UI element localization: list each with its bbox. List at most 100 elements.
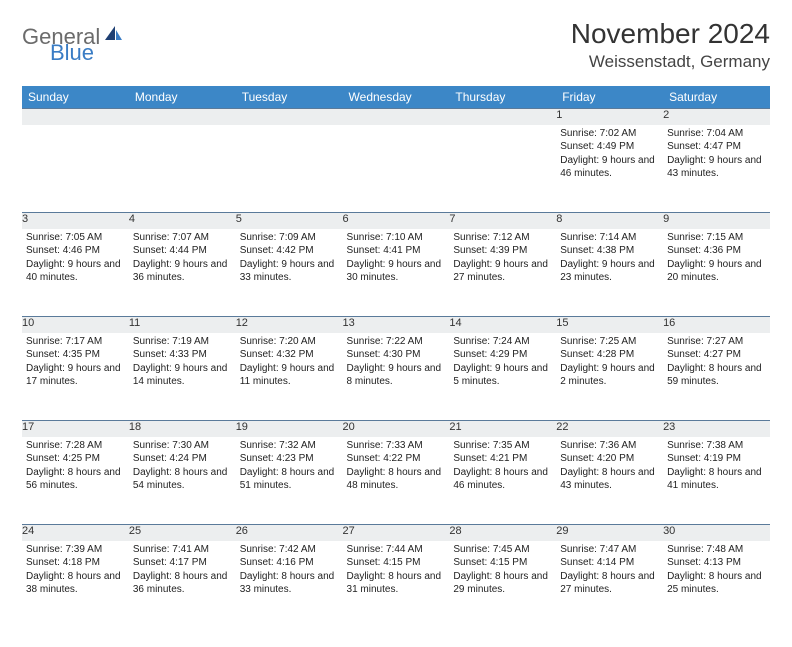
sunrise-text: Sunrise: 7:02 AM [560, 127, 659, 141]
daylight-text: Daylight: 9 hours and 5 minutes. [453, 362, 552, 389]
daylight-text: Daylight: 9 hours and 14 minutes. [133, 362, 232, 389]
weekday-header: Friday [556, 86, 663, 109]
sunrise-text: Sunrise: 7:15 AM [667, 231, 766, 245]
day-content-row: Sunrise: 7:05 AMSunset: 4:46 PMDaylight:… [22, 229, 770, 317]
sunrise-text: Sunrise: 7:04 AM [667, 127, 766, 141]
daylight-text: Daylight: 9 hours and 27 minutes. [453, 258, 552, 285]
sunset-text: Sunset: 4:47 PM [667, 140, 766, 154]
sunrise-text: Sunrise: 7:36 AM [560, 439, 659, 453]
daylight-text: Daylight: 8 hours and 48 minutes. [347, 466, 446, 493]
day-cell: Sunrise: 7:41 AMSunset: 4:17 PMDaylight:… [129, 541, 236, 629]
day-number-cell: 27 [343, 525, 450, 541]
day-cell: Sunrise: 7:09 AMSunset: 4:42 PMDaylight:… [236, 229, 343, 317]
sunrise-text: Sunrise: 7:12 AM [453, 231, 552, 245]
brand-text-2: Blue [50, 40, 94, 66]
sunset-text: Sunset: 4:32 PM [240, 348, 339, 362]
sunrise-text: Sunrise: 7:24 AM [453, 335, 552, 349]
day-cell: Sunrise: 7:33 AMSunset: 4:22 PMDaylight:… [343, 437, 450, 525]
sunset-text: Sunset: 4:39 PM [453, 244, 552, 258]
sunset-text: Sunset: 4:30 PM [347, 348, 446, 362]
sunset-text: Sunset: 4:49 PM [560, 140, 659, 154]
sunset-text: Sunset: 4:18 PM [26, 556, 125, 570]
daylight-text: Daylight: 9 hours and 17 minutes. [26, 362, 125, 389]
day-cell: Sunrise: 7:38 AMSunset: 4:19 PMDaylight:… [663, 437, 770, 525]
day-number-cell: 14 [449, 317, 556, 333]
weekday-header: Sunday [22, 86, 129, 109]
sunset-text: Sunset: 4:33 PM [133, 348, 232, 362]
day-number-cell: 29 [556, 525, 663, 541]
sunrise-text: Sunrise: 7:09 AM [240, 231, 339, 245]
calendar-header-row: SundayMondayTuesdayWednesdayThursdayFrid… [22, 86, 770, 109]
daylight-text: Daylight: 8 hours and 43 minutes. [560, 466, 659, 493]
location-subtitle: Weissenstadt, Germany [571, 52, 770, 72]
day-number-row: 10111213141516 [22, 317, 770, 333]
day-number-cell: 19 [236, 421, 343, 437]
daylight-text: Daylight: 8 hours and 38 minutes. [26, 570, 125, 597]
day-cell: Sunrise: 7:17 AMSunset: 4:35 PMDaylight:… [22, 333, 129, 421]
calendar-page: General November 2024 Weissenstadt, Germ… [0, 0, 792, 647]
day-cell: Sunrise: 7:10 AMSunset: 4:41 PMDaylight:… [343, 229, 450, 317]
day-cell: Sunrise: 7:22 AMSunset: 4:30 PMDaylight:… [343, 333, 450, 421]
day-cell: Sunrise: 7:39 AMSunset: 4:18 PMDaylight:… [22, 541, 129, 629]
daylight-text: Daylight: 9 hours and 20 minutes. [667, 258, 766, 285]
day-number-cell: 5 [236, 213, 343, 229]
daylight-text: Daylight: 9 hours and 30 minutes. [347, 258, 446, 285]
day-number-cell: 25 [129, 525, 236, 541]
daylight-text: Daylight: 8 hours and 51 minutes. [240, 466, 339, 493]
sunrise-text: Sunrise: 7:30 AM [133, 439, 232, 453]
day-number-cell: 3 [22, 213, 129, 229]
title-block: November 2024 Weissenstadt, Germany [571, 18, 770, 72]
day-number-cell: 17 [22, 421, 129, 437]
day-number-cell: 10 [22, 317, 129, 333]
day-number-cell: 21 [449, 421, 556, 437]
day-number-cell: 9 [663, 213, 770, 229]
sunrise-text: Sunrise: 7:35 AM [453, 439, 552, 453]
day-cell: Sunrise: 7:32 AMSunset: 4:23 PMDaylight:… [236, 437, 343, 525]
sunset-text: Sunset: 4:16 PM [240, 556, 339, 570]
day-number-cell [129, 109, 236, 125]
day-cell [236, 125, 343, 213]
day-number-cell [449, 109, 556, 125]
sunset-text: Sunset: 4:36 PM [667, 244, 766, 258]
day-cell: Sunrise: 7:47 AMSunset: 4:14 PMDaylight:… [556, 541, 663, 629]
daylight-text: Daylight: 9 hours and 46 minutes. [560, 154, 659, 181]
day-cell: Sunrise: 7:44 AMSunset: 4:15 PMDaylight:… [343, 541, 450, 629]
sunrise-text: Sunrise: 7:27 AM [667, 335, 766, 349]
daylight-text: Daylight: 8 hours and 36 minutes. [133, 570, 232, 597]
day-cell: Sunrise: 7:14 AMSunset: 4:38 PMDaylight:… [556, 229, 663, 317]
day-cell: Sunrise: 7:42 AMSunset: 4:16 PMDaylight:… [236, 541, 343, 629]
day-cell: Sunrise: 7:15 AMSunset: 4:36 PMDaylight:… [663, 229, 770, 317]
sunrise-text: Sunrise: 7:42 AM [240, 543, 339, 557]
day-number-cell: 12 [236, 317, 343, 333]
weekday-header: Saturday [663, 86, 770, 109]
day-cell: Sunrise: 7:12 AMSunset: 4:39 PMDaylight:… [449, 229, 556, 317]
day-number-cell: 24 [22, 525, 129, 541]
sunset-text: Sunset: 4:22 PM [347, 452, 446, 466]
day-cell: Sunrise: 7:27 AMSunset: 4:27 PMDaylight:… [663, 333, 770, 421]
sunrise-text: Sunrise: 7:28 AM [26, 439, 125, 453]
day-cell: Sunrise: 7:19 AMSunset: 4:33 PMDaylight:… [129, 333, 236, 421]
sunrise-text: Sunrise: 7:17 AM [26, 335, 125, 349]
sunrise-text: Sunrise: 7:44 AM [347, 543, 446, 557]
day-cell [449, 125, 556, 213]
day-number-cell: 30 [663, 525, 770, 541]
daylight-text: Daylight: 9 hours and 8 minutes. [347, 362, 446, 389]
weekday-header: Thursday [449, 86, 556, 109]
day-cell: Sunrise: 7:28 AMSunset: 4:25 PMDaylight:… [22, 437, 129, 525]
sunrise-text: Sunrise: 7:20 AM [240, 335, 339, 349]
day-content-row: Sunrise: 7:39 AMSunset: 4:18 PMDaylight:… [22, 541, 770, 629]
day-number-cell: 15 [556, 317, 663, 333]
day-number-cell: 13 [343, 317, 450, 333]
day-cell: Sunrise: 7:48 AMSunset: 4:13 PMDaylight:… [663, 541, 770, 629]
day-cell: Sunrise: 7:45 AMSunset: 4:15 PMDaylight:… [449, 541, 556, 629]
sunrise-text: Sunrise: 7:47 AM [560, 543, 659, 557]
day-cell [22, 125, 129, 213]
day-number-cell: 1 [556, 109, 663, 125]
sunset-text: Sunset: 4:17 PM [133, 556, 232, 570]
calendar-table: SundayMondayTuesdayWednesdayThursdayFrid… [22, 86, 770, 629]
daylight-text: Daylight: 9 hours and 40 minutes. [26, 258, 125, 285]
day-number-cell: 20 [343, 421, 450, 437]
day-cell: Sunrise: 7:25 AMSunset: 4:28 PMDaylight:… [556, 333, 663, 421]
day-cell [343, 125, 450, 213]
day-number-cell: 6 [343, 213, 450, 229]
